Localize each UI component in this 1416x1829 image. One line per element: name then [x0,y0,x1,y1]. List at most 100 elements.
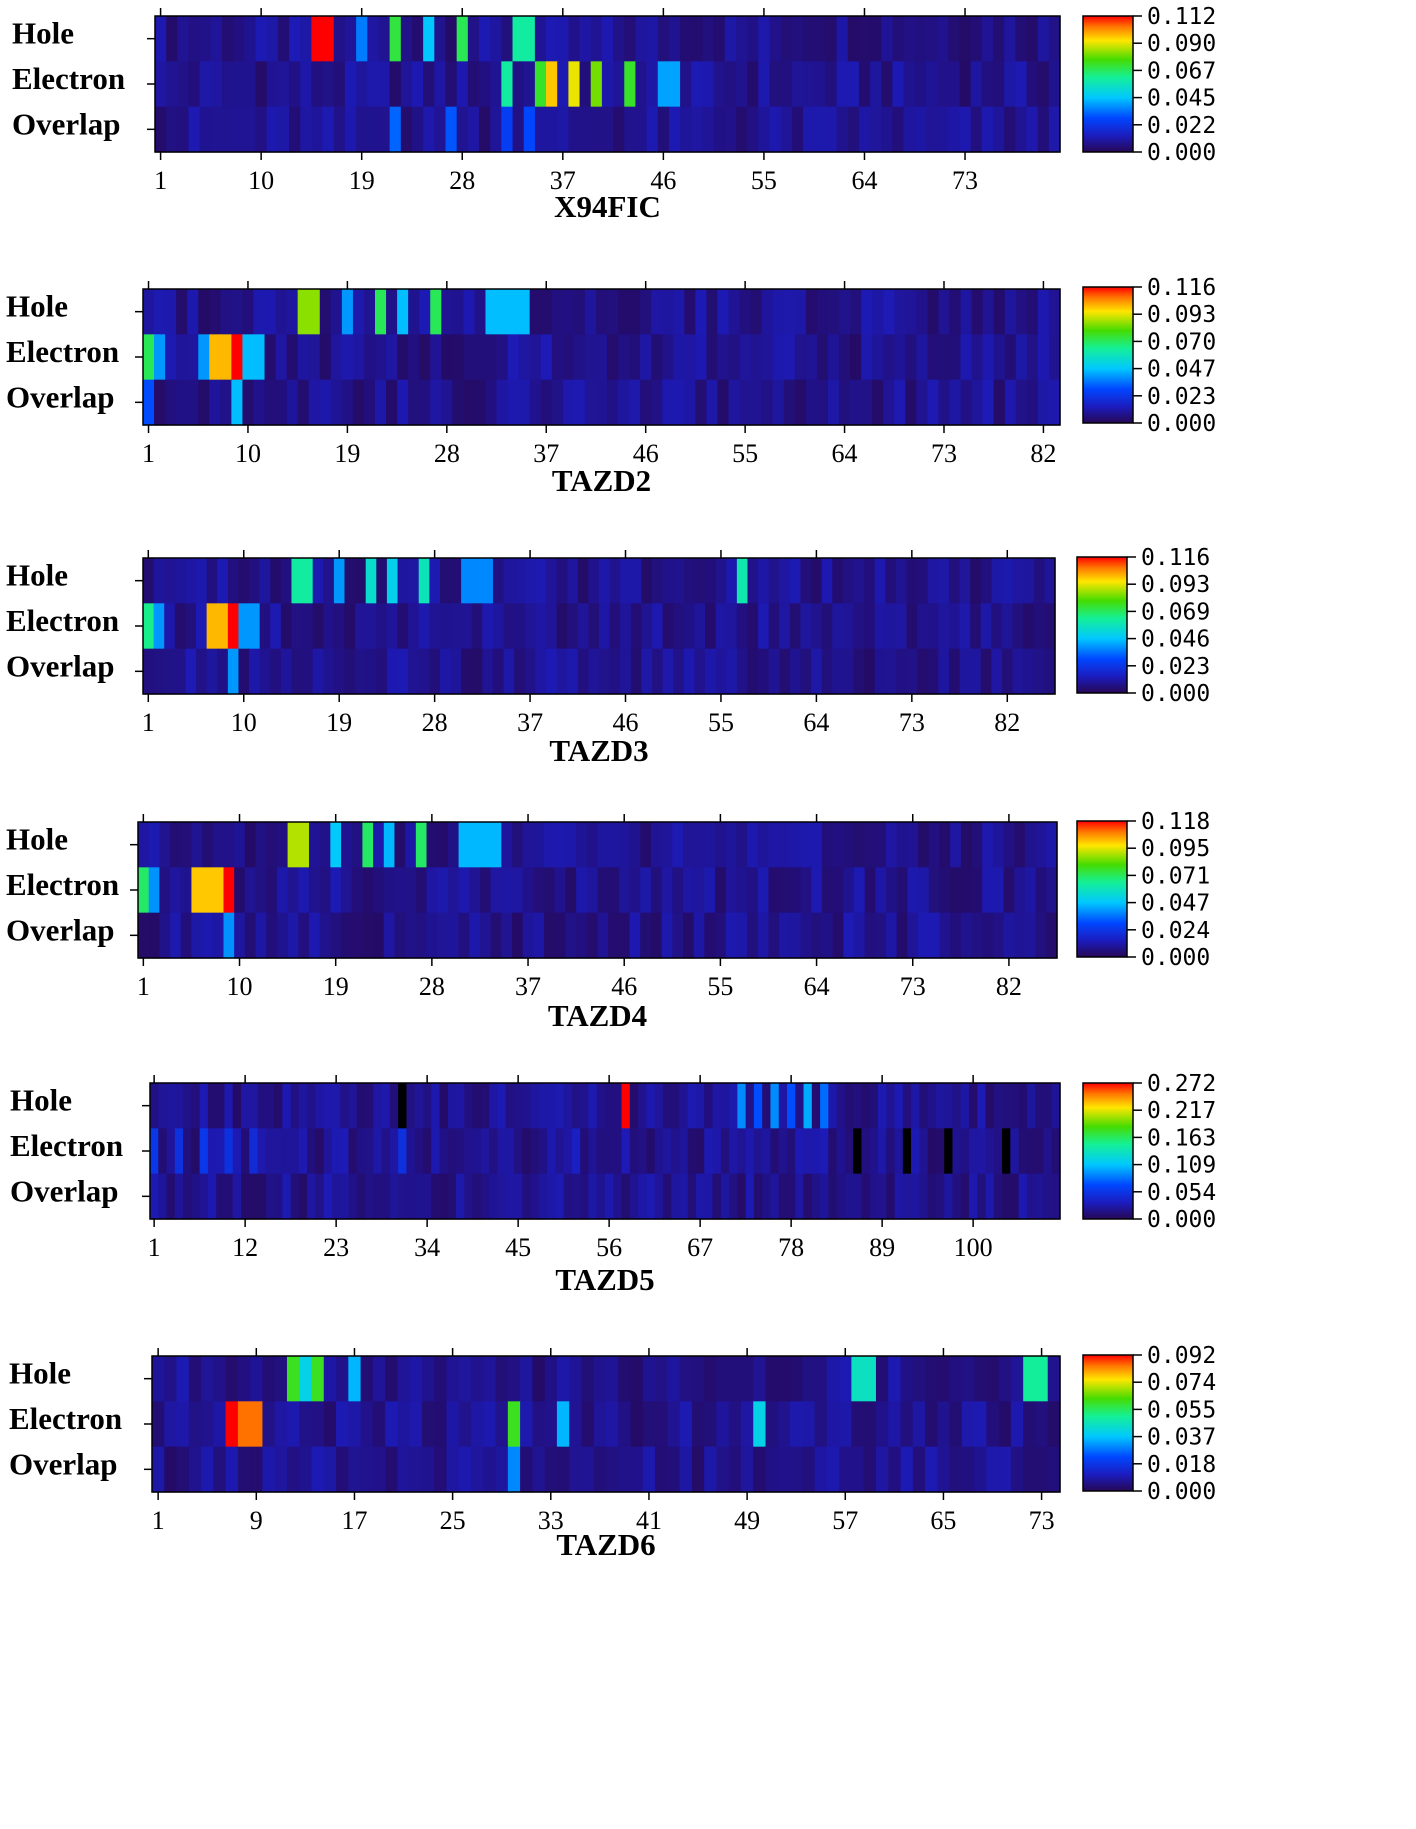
heatmap-cell [312,558,324,604]
heatmap-cell [949,1356,963,1402]
x-tick-label: 9 [250,1506,263,1535]
heatmap-cell [265,1083,275,1129]
heatmap-cell [555,1083,565,1129]
heatmap-cell [597,822,609,868]
heatmap-cell [737,1128,747,1175]
heatmap-cell [225,1356,239,1402]
heatmap-cell [534,16,547,62]
heatmap-cell [386,558,399,604]
heatmap-cell [266,822,278,868]
heatmap-cell [735,16,748,62]
heatmap-cell [970,16,983,62]
heatmap-cell [255,16,268,62]
heatmap-cell [445,106,458,153]
heatmap-cell [874,648,886,695]
heatmap-cell [389,16,402,62]
heatmap-cell [577,648,589,695]
heatmap-cell [152,1446,165,1493]
heatmap-cell [308,334,321,381]
heatmap-cell [618,1446,632,1493]
heatmap-cell [969,1128,978,1175]
heatmap-cell [483,1356,497,1402]
heatmap-cell [319,289,332,335]
heatmap-cell [180,867,193,914]
heatmap-cell [869,1173,879,1220]
heatmap-cell [319,334,332,381]
heatmap-cell [485,289,498,335]
heatmap-cell [471,1401,484,1448]
heatmap-cell [426,867,438,914]
heatmap-cell [138,912,150,959]
colorbar-tick-label: 0.000 [1141,945,1210,971]
heatmap-cell [847,16,860,62]
heatmap-cell [450,648,462,695]
heatmap-cell [177,106,190,153]
heatmap-cell [606,1356,619,1402]
heatmap-cell [1035,1173,1045,1220]
heatmap-cell [323,603,335,650]
heatmap-cell [870,106,882,153]
heatmap-cell [601,106,614,153]
heatmap-cell [618,379,630,426]
heatmap-cell [249,1083,259,1129]
heatmap-cell [394,912,406,959]
x-tick-label: 49 [734,1506,760,1535]
heatmap-cell [985,1128,995,1175]
heatmap-cell [811,603,823,650]
heatmap-cell [522,1083,532,1129]
heatmap-cell [794,379,807,426]
heatmap-cell [927,1173,937,1220]
colorbar-tick-label: 0.037 [1147,1425,1216,1451]
heatmap-cell [199,16,212,62]
heatmap-cell [143,289,155,335]
heatmap-cell [970,558,982,604]
heatmap-cell [992,16,1005,62]
heatmap-cell [682,822,695,868]
heatmap-cell [916,379,929,426]
heatmap-cells [150,1083,1061,1220]
heatmap-cell [242,334,255,381]
heatmap-cell [259,648,271,695]
x-tick-label: 64 [804,972,830,1001]
heatmap-cell [544,1356,558,1402]
heatmap-cell [803,16,815,62]
heatmap-cell [667,1401,681,1448]
colorbar [1082,15,1134,153]
heatmap-cell [919,1083,929,1129]
heatmap-cell [143,603,155,650]
heatmap-cell [740,1401,754,1448]
heatmap-cell [918,867,930,914]
heatmap-cell [925,16,938,62]
heatmap-cell [629,334,641,381]
heatmap-cell [687,1128,697,1175]
heatmap-cell [1023,1356,1037,1402]
heatmap-cell [791,16,804,62]
heatmap-cell [652,558,664,604]
heatmap-cell [872,379,884,426]
heatmap-cell [588,603,600,650]
heatmap-cell [691,1446,705,1493]
heatmap-cell [220,379,232,426]
heatmap-cell [944,1083,954,1129]
heatmap-cell [297,289,310,335]
colorbar-tick-label: 0.047 [1147,357,1216,383]
heatmap-cell [706,334,719,381]
heatmap-cell [467,106,480,153]
heatmap-cell [406,1128,416,1175]
heatmap-cell [385,1356,399,1402]
heatmap-cell [843,912,855,959]
heatmap-cell [605,1173,614,1220]
heatmap-cell [249,603,261,650]
heatmap-cell [330,822,342,868]
heatmap-cell [155,16,167,62]
heatmap-cell [944,1128,954,1175]
heatmap-cell [1018,1083,1028,1129]
heatmap-cell [514,1173,523,1220]
heatmap-cell [217,603,229,650]
heatmap-cell [286,1401,300,1448]
heatmap-cell [341,379,354,426]
row-label-electron: Electron [6,603,119,638]
heatmap-cell [992,867,1005,914]
x-tick-label: 73 [952,166,978,195]
heatmap-cell [297,379,310,426]
